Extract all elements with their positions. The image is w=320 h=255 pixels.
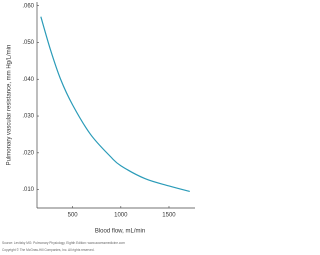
x-tick-label: 1000 (114, 213, 128, 219)
line (40, 16, 190, 193)
y-axis-label: Pulmonary vascular resistance, mm Hg/L/m… (7, 45, 13, 166)
y-tick-label: .050 (22, 40, 34, 46)
y-tick-label: .030 (22, 114, 34, 120)
y-tick-label: .020 (22, 150, 34, 156)
copyright: Copyright © The McGraw-Hill Companies, I… (2, 248, 95, 252)
x-tick-label: 1500 (162, 213, 176, 219)
x-axis-label: Blood flow, mL/min (95, 229, 145, 235)
y-tick-label: .010 (22, 187, 34, 193)
y-tick-label: .040 (22, 77, 34, 83)
y-tick-label: .060 (22, 3, 34, 9)
x-tick-label: 500 (68, 213, 79, 219)
chart: Pulmonary vascular resistance, mm Hg/L/m… (2, 2, 195, 252)
source: Source: Levitzky MG: Pulmonary Physiolog… (2, 241, 125, 245)
